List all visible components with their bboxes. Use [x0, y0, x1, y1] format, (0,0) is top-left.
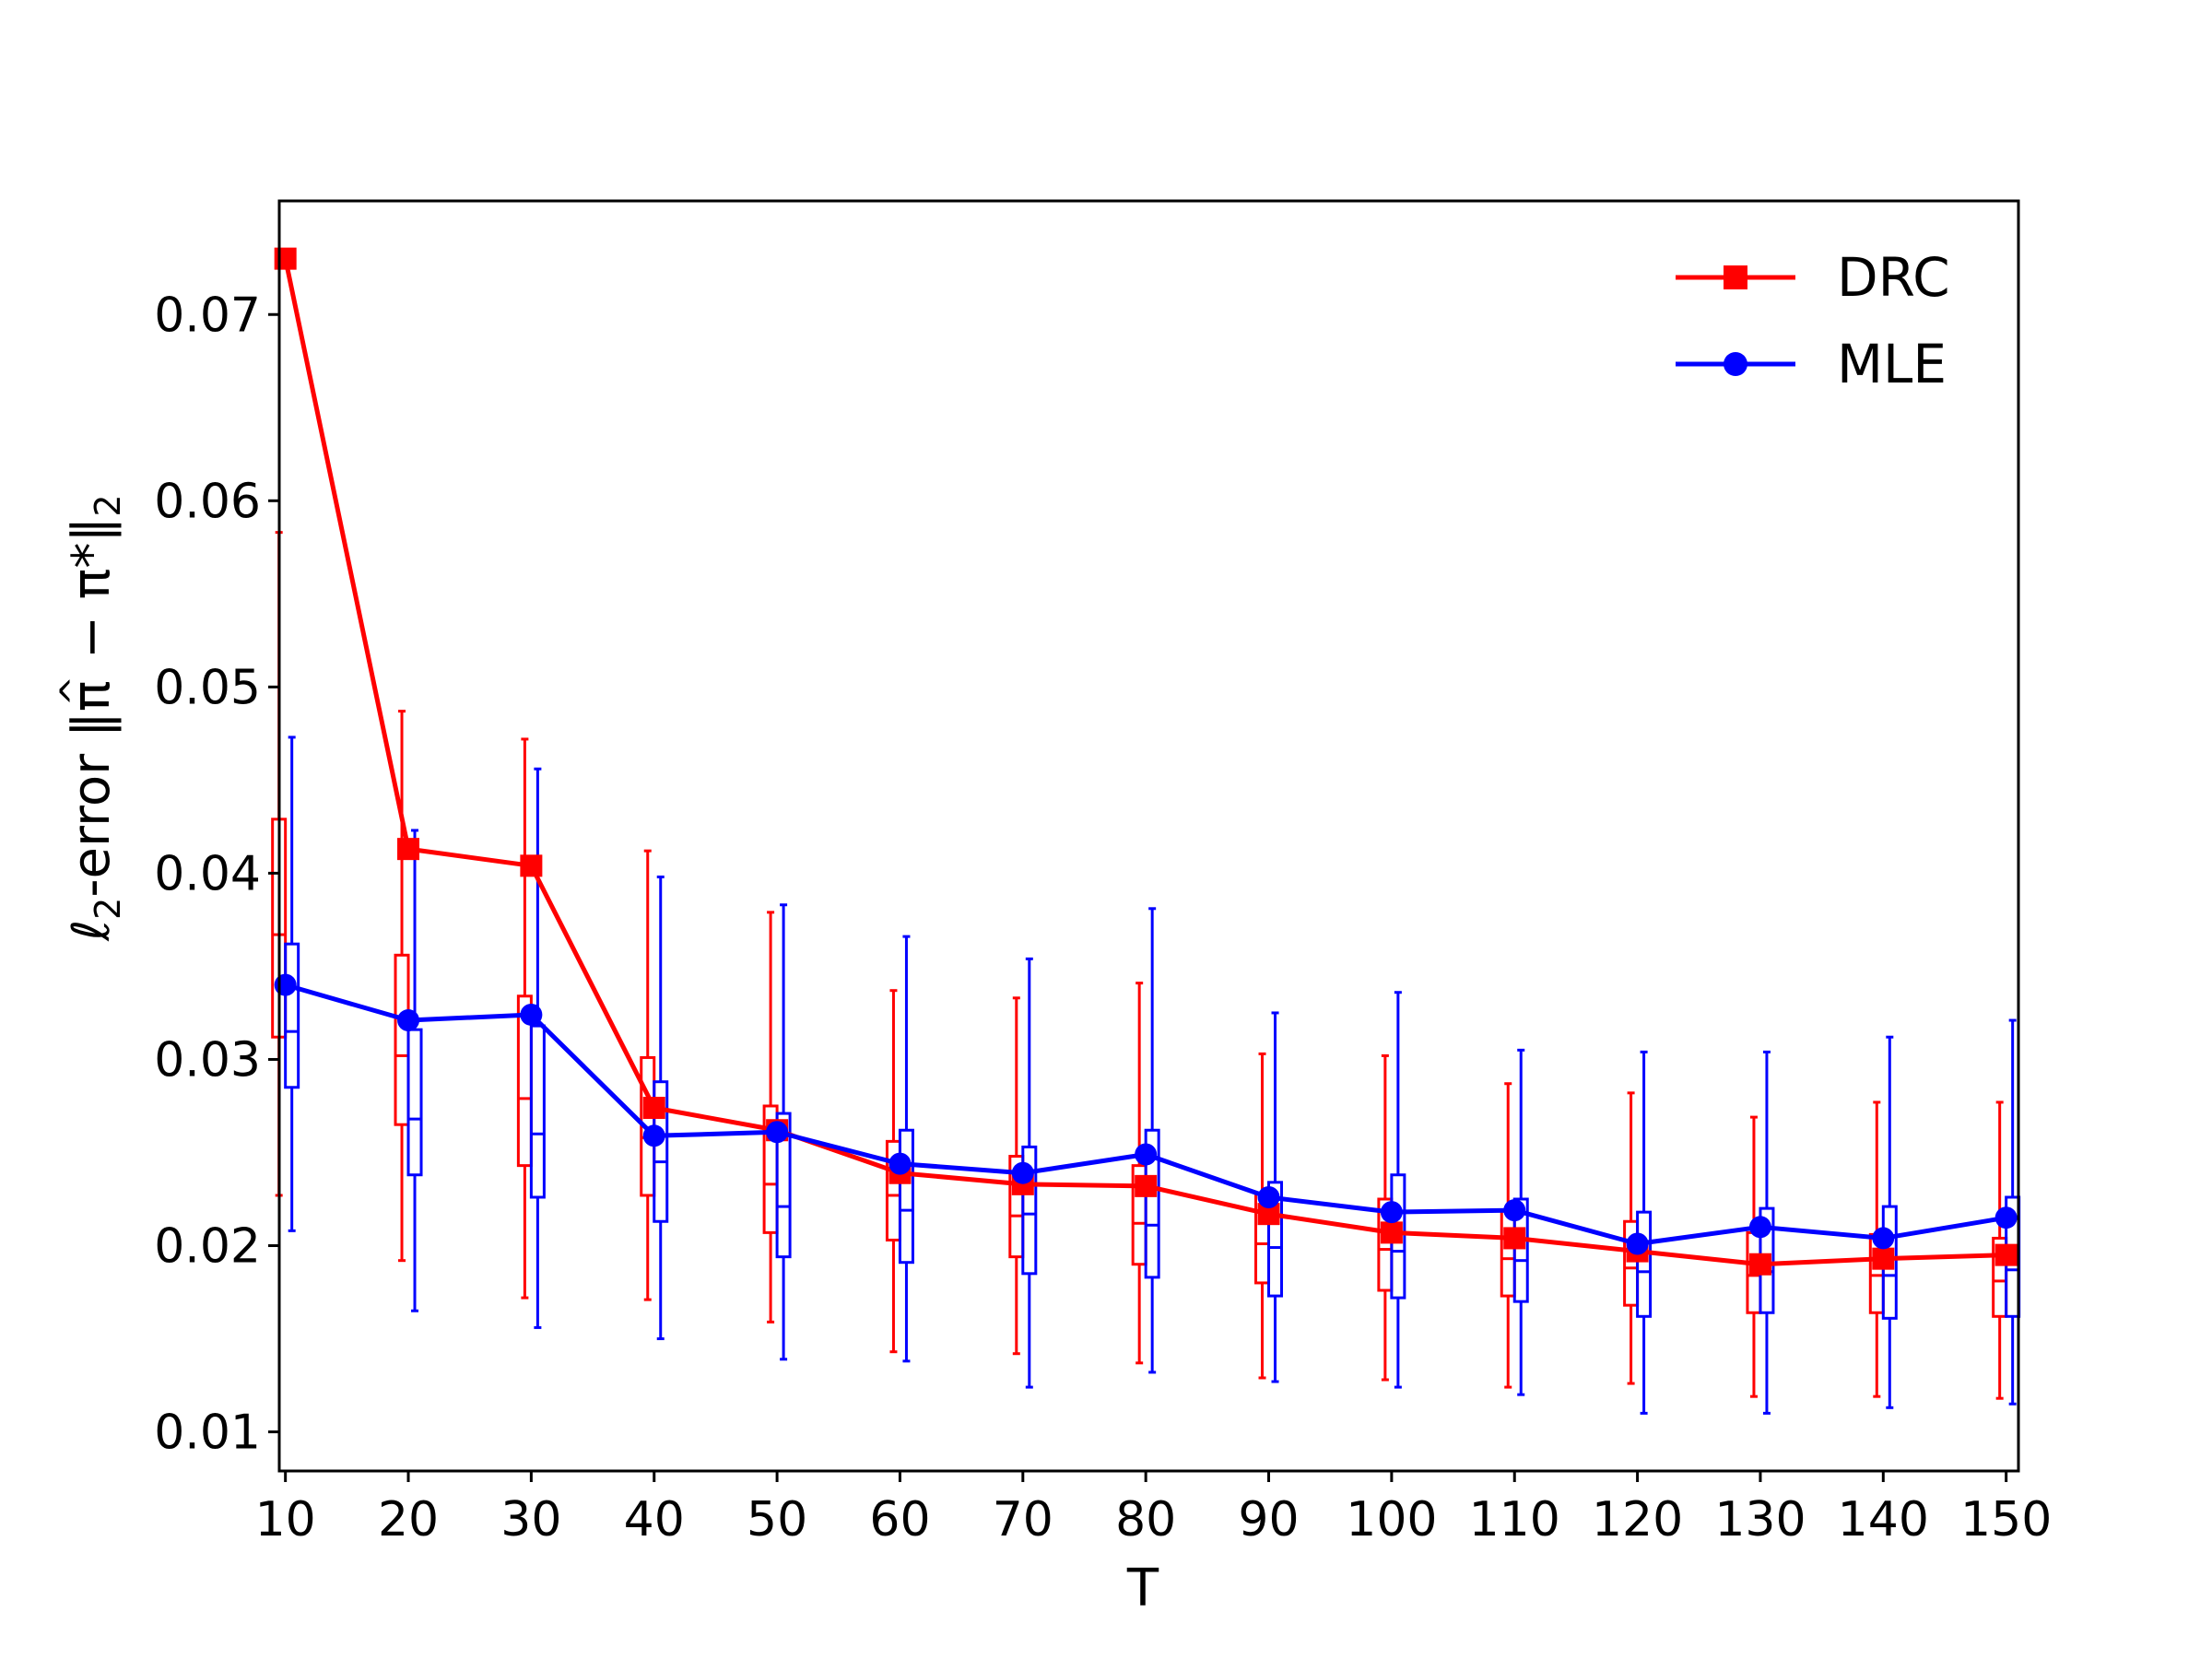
- data-point-mle-40: [642, 1124, 665, 1147]
- y-axis-label: ℓ2-error ‖π^ − π*‖2: [53, 494, 128, 942]
- legend-label: MLE: [1837, 333, 1947, 395]
- y-tick-label: 0.05: [154, 660, 261, 715]
- x-tick-label: 150: [1960, 1492, 2052, 1547]
- boxplot-drc-80: [1131, 982, 1147, 1365]
- data-point-mle-60: [888, 1152, 912, 1175]
- axis-ticks: 10 20 30 40 50 60 70 80 90 100 110 120 130 140 150 0.01…: [154, 288, 2052, 1547]
- plot-area: [271, 247, 2021, 1415]
- box-iqr: [1267, 1181, 1284, 1298]
- data-point-drc-20: [397, 838, 420, 861]
- x-tick-label: 120: [1592, 1492, 1683, 1547]
- x-tick-label: 20: [378, 1492, 439, 1547]
- data-point-drc-100: [1380, 1221, 1403, 1244]
- x-tick-label: 140: [1838, 1492, 1929, 1547]
- axes-frame: [277, 199, 2020, 1473]
- boxplot-mle-120: [1636, 1050, 1653, 1415]
- box-iqr: [653, 1080, 669, 1223]
- box-iqr: [1636, 1210, 1653, 1318]
- boxplot-mle-110: [1512, 1048, 1529, 1396]
- boxplot-mle-30: [529, 767, 546, 1329]
- x-tick-label: 60: [869, 1492, 930, 1547]
- x-tick-label: 130: [1714, 1492, 1806, 1547]
- data-point-mle-50: [766, 1121, 789, 1144]
- data-point-mle-110: [1503, 1199, 1526, 1222]
- x-tick-label: 90: [1238, 1492, 1299, 1547]
- data-point-drc-80: [1135, 1174, 1158, 1197]
- boxplot-mle-90: [1267, 1011, 1284, 1383]
- data-point-mle-80: [1135, 1143, 1158, 1166]
- box-iqr: [529, 1024, 546, 1199]
- legend-marker: [1724, 352, 1747, 376]
- x-tick-label: 110: [1469, 1492, 1560, 1547]
- boxplot-drc-120: [1623, 1091, 1640, 1385]
- data-point-mle-150: [1994, 1206, 2018, 1230]
- data-point-mle-130: [1748, 1216, 1771, 1239]
- data-point-mle-20: [397, 1009, 420, 1032]
- x-tick-label: 30: [500, 1492, 561, 1547]
- boxplot-drc-40: [640, 849, 656, 1301]
- data-point-drc-130: [1748, 1253, 1771, 1276]
- data-point-drc-40: [642, 1096, 665, 1119]
- box-iqr: [406, 1028, 423, 1177]
- boxplot-drc-50: [762, 911, 779, 1324]
- legend-marker: [1724, 265, 1747, 289]
- box-iqr: [284, 942, 300, 1089]
- x-tick-label: 10: [255, 1492, 316, 1547]
- box-iqr: [898, 1128, 914, 1265]
- box-iqr: [1144, 1128, 1160, 1279]
- data-point-drc-30: [520, 854, 543, 877]
- data-point-mle-120: [1626, 1232, 1649, 1255]
- data-point-drc-110: [1503, 1227, 1526, 1250]
- y-tick-label: 0.01: [154, 1406, 261, 1461]
- data-point-drc-10: [274, 247, 297, 270]
- x-tick-label: 70: [993, 1492, 1053, 1547]
- boxplot-mle-80: [1144, 907, 1160, 1374]
- box-iqr: [1512, 1197, 1529, 1303]
- boxplot-mle-10: [284, 735, 300, 1232]
- data-point-mle-100: [1380, 1201, 1403, 1224]
- x-tick-label: 80: [1115, 1492, 1176, 1547]
- legend-item-drc: DRC: [1676, 246, 1950, 309]
- boxplot-mle-70: [1021, 957, 1038, 1389]
- x-tick-label: 100: [1346, 1492, 1437, 1547]
- boxplot-mle-100: [1390, 991, 1406, 1389]
- boxplot-mle-50: [775, 903, 792, 1361]
- boxplot-mle-20: [406, 829, 423, 1312]
- boxplot-mle-60: [898, 935, 914, 1363]
- boxplot-drc-70: [1008, 996, 1025, 1356]
- data-point-drc-150: [1994, 1243, 2018, 1266]
- y-tick-label: 0.04: [154, 846, 261, 901]
- data-point-mle-90: [1257, 1185, 1280, 1208]
- boxplot-mle-40: [653, 875, 669, 1341]
- data-point-mle-140: [1872, 1227, 1895, 1250]
- data-point-mle-70: [1011, 1161, 1034, 1184]
- x-axis-label: T: [1126, 1559, 1159, 1618]
- data-point-drc-140: [1872, 1247, 1895, 1270]
- y-tick-label: 0.03: [154, 1032, 261, 1088]
- x-tick-label: 40: [624, 1492, 685, 1547]
- data-point-mle-10: [274, 973, 297, 996]
- data-point-mle-30: [520, 1003, 543, 1026]
- legend: DRC MLE: [1676, 246, 1950, 395]
- x-tick-label: 50: [747, 1492, 807, 1547]
- boxplot-mle-140: [1881, 1035, 1898, 1409]
- y-tick-label: 0.02: [154, 1219, 261, 1275]
- y-tick-label: 0.07: [154, 288, 261, 343]
- y-tick-label: 0.06: [154, 474, 261, 529]
- box-iqr: [394, 953, 410, 1126]
- boxplot-drc-100: [1377, 1053, 1394, 1382]
- box-iqr: [775, 1112, 792, 1259]
- legend-label: DRC: [1837, 246, 1950, 309]
- legend-item-mle: MLE: [1676, 333, 1947, 395]
- box-iqr: [1500, 1208, 1516, 1298]
- box-iqr: [1021, 1145, 1038, 1276]
